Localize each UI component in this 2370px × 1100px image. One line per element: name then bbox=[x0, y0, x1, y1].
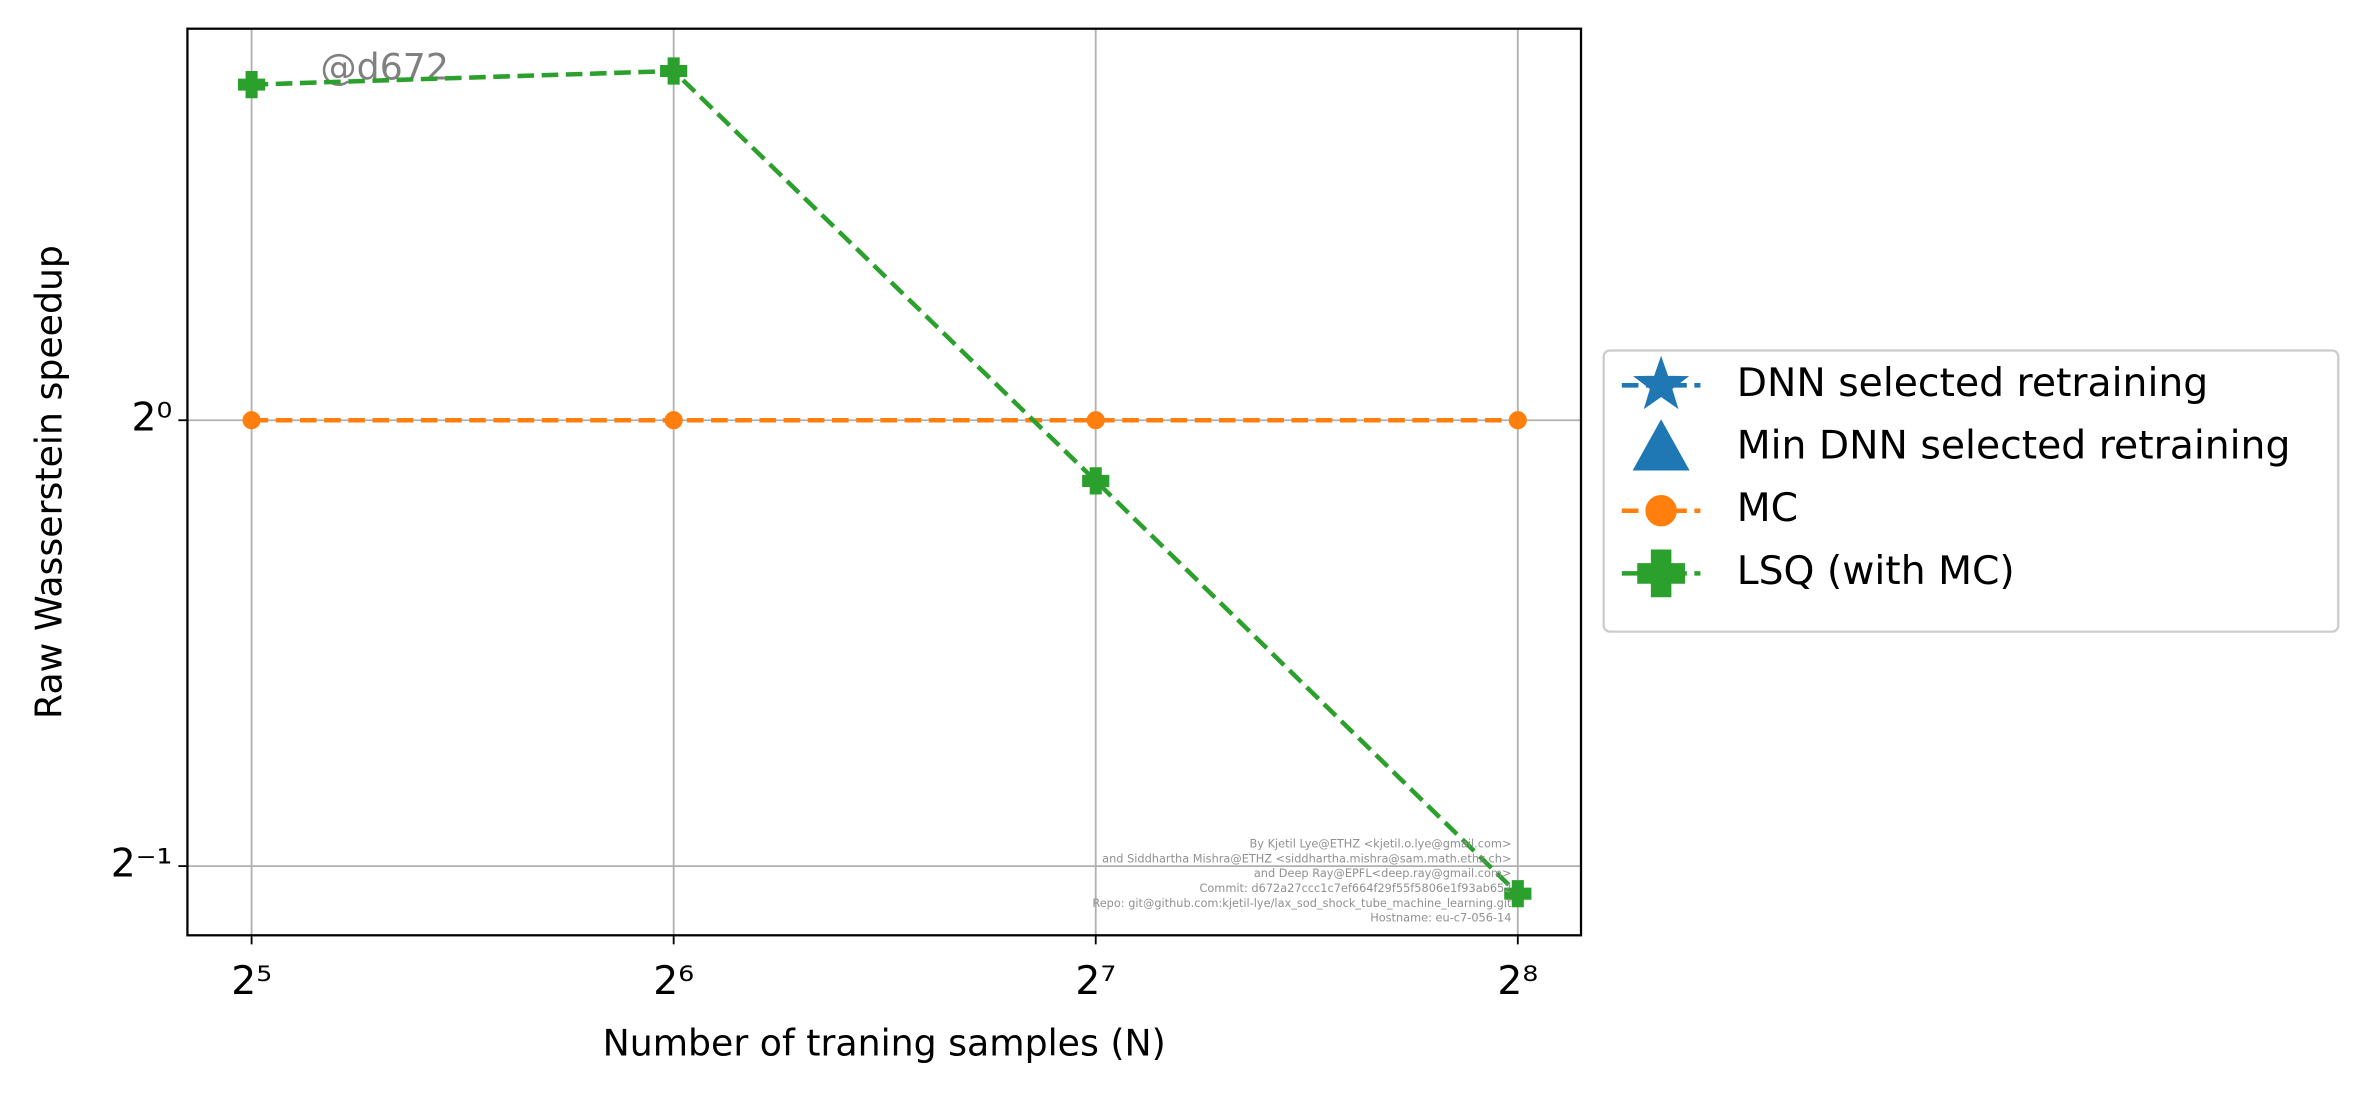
legend-label: DNN selected retraining bbox=[1737, 361, 2209, 406]
legend-marker bbox=[1633, 355, 1690, 410]
data-point bbox=[1508, 411, 1527, 430]
data-point bbox=[664, 411, 683, 430]
x-tick-label: 2⁶ bbox=[653, 959, 694, 1004]
data-point bbox=[242, 411, 261, 430]
data-point bbox=[660, 57, 688, 85]
legend-marker bbox=[1637, 549, 1685, 598]
x-axis-label: Number of traning samples (N) bbox=[603, 1022, 1166, 1065]
legend-box bbox=[1602, 349, 2340, 633]
legend-label: LSQ (with MC) bbox=[1737, 549, 2015, 594]
data-point bbox=[1086, 411, 1105, 430]
plot-frame bbox=[186, 27, 1583, 937]
y-tick-label: 2⁻¹ bbox=[111, 842, 172, 887]
series-line bbox=[251, 68, 1520, 896]
data-point bbox=[1082, 467, 1110, 495]
footnote: and Deep Ray@EPFL<deep.ray@gmail.com> bbox=[1254, 866, 1512, 880]
footnote: By Kjetil Lye@ETHZ <kjetil.o.lye@gmail.c… bbox=[1249, 837, 1511, 851]
y-axis-label: Raw Wasserstein speedup bbox=[27, 245, 70, 719]
footnote: Repo: git@github.com:kjetil-lye/lax_sod_… bbox=[1092, 896, 1512, 910]
legend-label: Min DNN selected retraining bbox=[1737, 424, 2291, 469]
legend-marker bbox=[1645, 495, 1677, 527]
data-point bbox=[1504, 880, 1532, 908]
x-tick-label: 2⁵ bbox=[231, 959, 272, 1004]
legend-marker bbox=[1632, 419, 1690, 471]
y-tick-label: 2⁰ bbox=[132, 396, 173, 441]
footnote: Commit: d672a27ccc1c7ef664f29f55f5806e1f… bbox=[1199, 881, 1511, 895]
footnote: and Siddhartha Mishra@ETHZ <siddhartha.m… bbox=[1102, 851, 1511, 865]
legend-label: MC bbox=[1737, 486, 1798, 531]
x-tick-label: 2⁷ bbox=[1075, 959, 1116, 1004]
data-point bbox=[237, 71, 266, 99]
x-tick-label: 2⁸ bbox=[1497, 959, 1538, 1004]
footnote: Hostname: eu-c7-056-14 bbox=[1370, 911, 1511, 925]
